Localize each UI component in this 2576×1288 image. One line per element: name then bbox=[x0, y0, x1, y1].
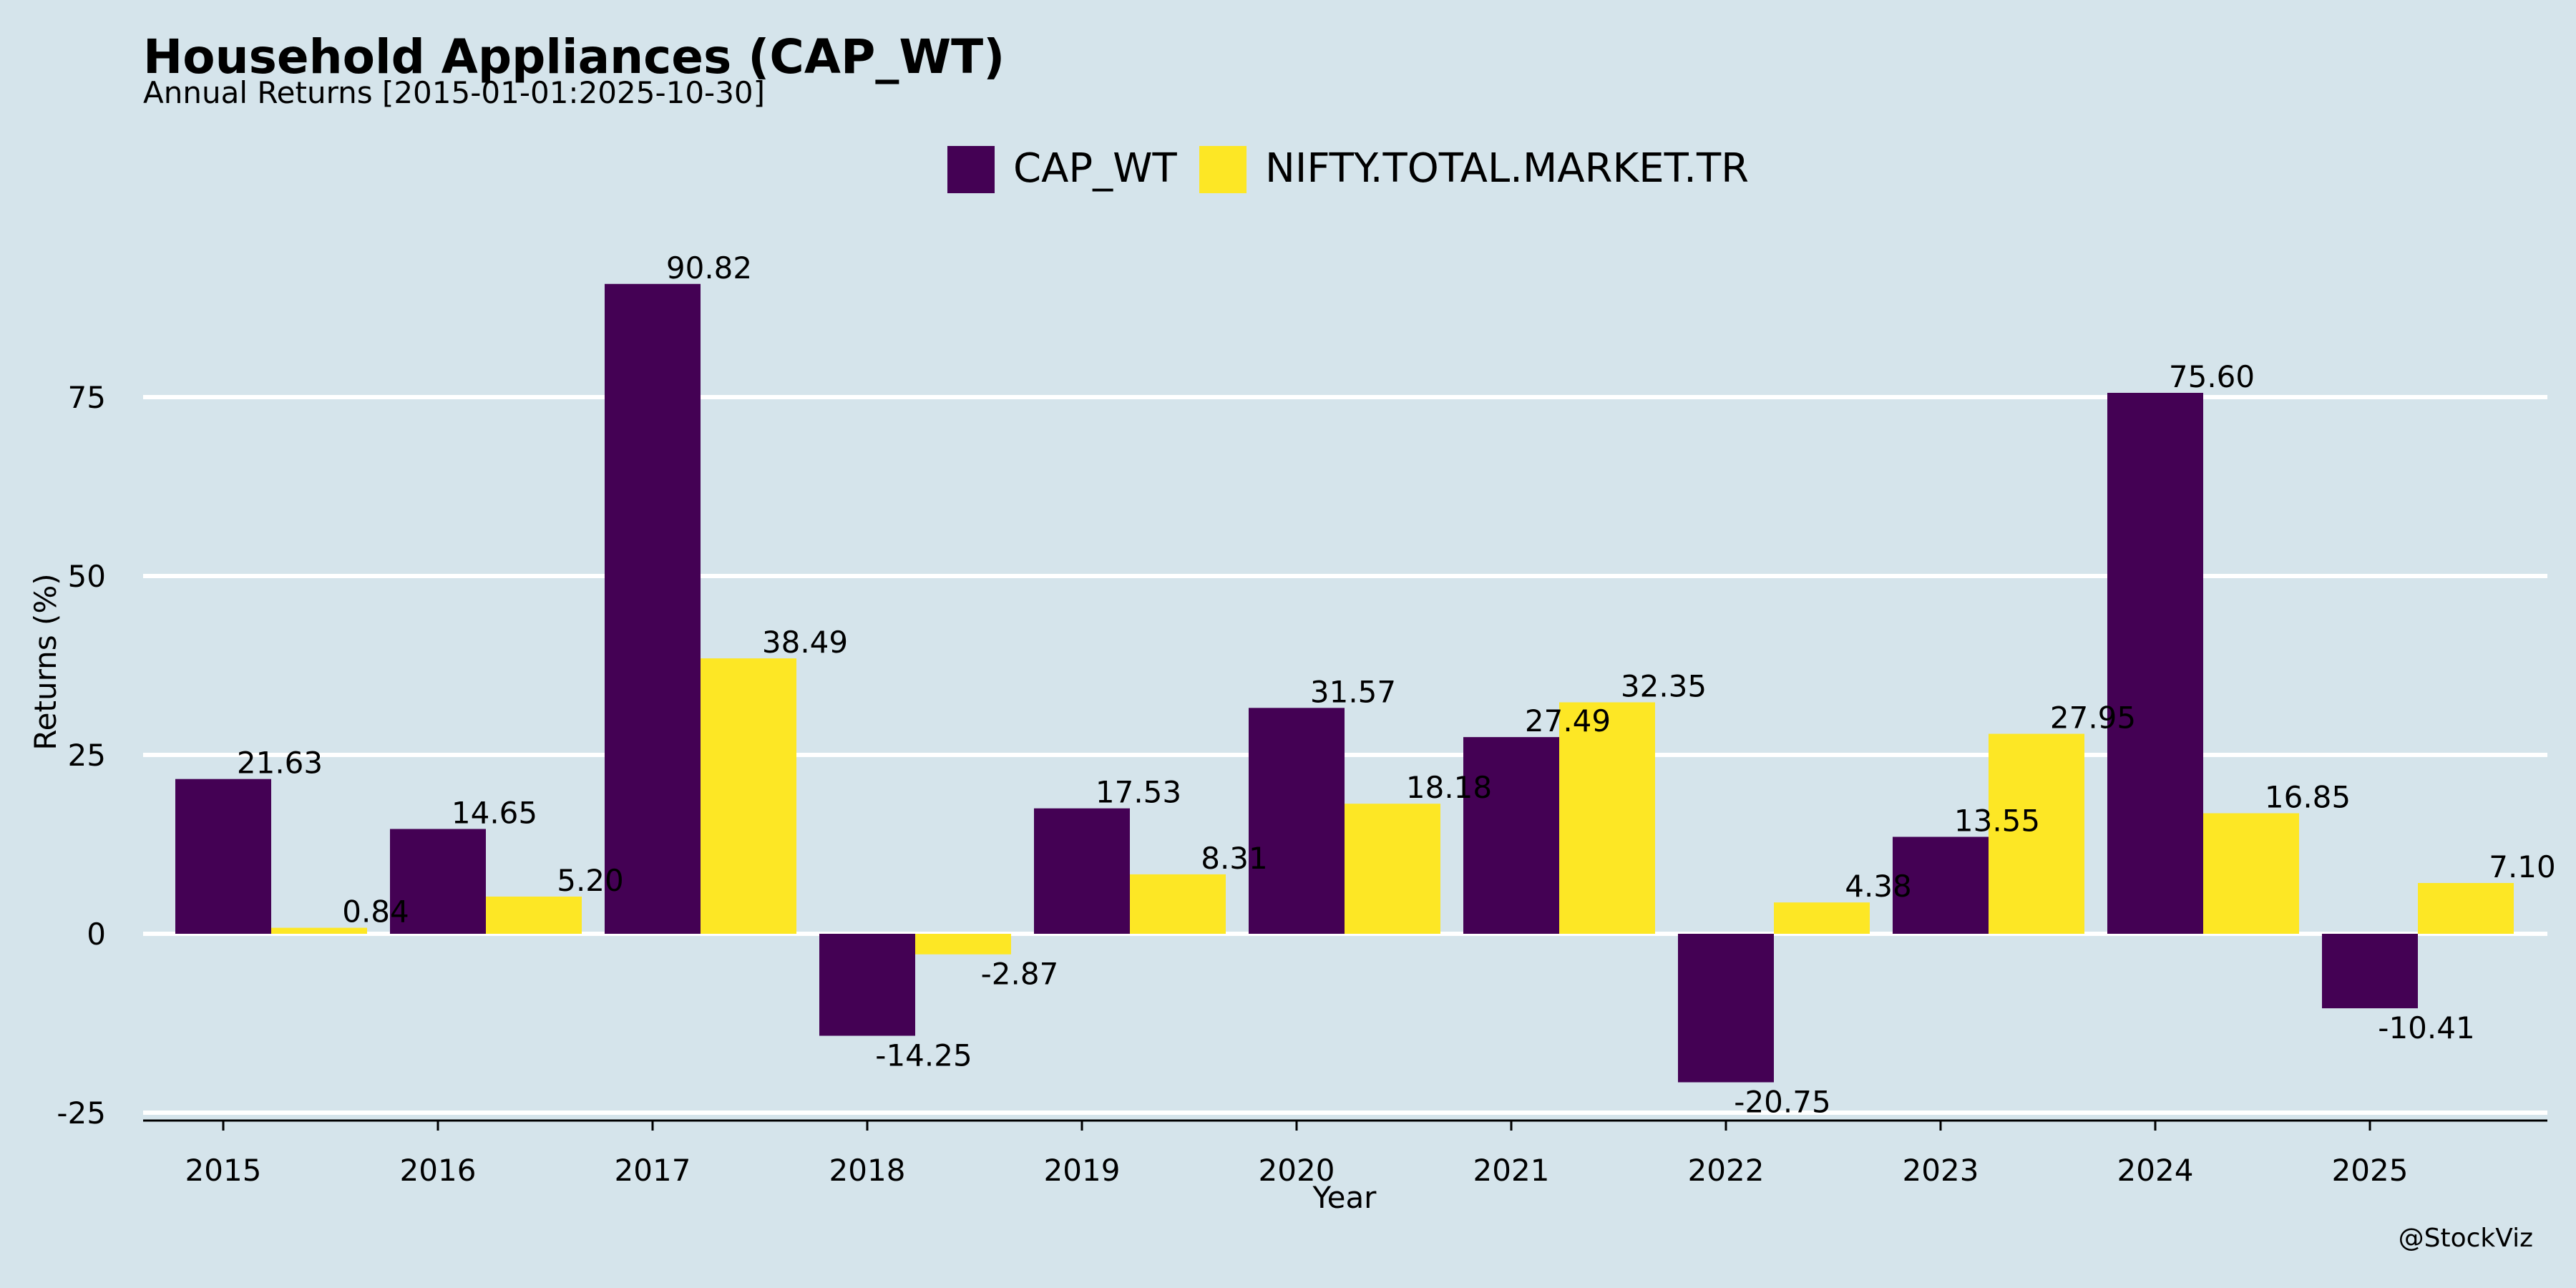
data-label: 17.53 bbox=[1096, 775, 1181, 810]
bar-nifty-2022 bbox=[1774, 902, 1870, 934]
bar-nifty-2021 bbox=[1559, 702, 1655, 934]
x-axis-ticks: 2015 2016 2017 2018 2019 2020 2021 2022 2023 2024… bbox=[185, 1121, 2409, 1188]
x-tick-label: 2022 bbox=[1688, 1153, 1765, 1188]
bar-nifty-2015 bbox=[271, 927, 367, 934]
data-label: 38.49 bbox=[762, 625, 848, 660]
bar-cap-wt-2021 bbox=[1463, 737, 1559, 934]
x-tick-label: 2021 bbox=[1473, 1153, 1550, 1188]
data-label: 21.63 bbox=[237, 746, 323, 781]
y-tick-label: 25 bbox=[68, 738, 106, 773]
data-label: 27.95 bbox=[2050, 701, 2136, 736]
watermark: @StockViz bbox=[2399, 1224, 2533, 1253]
data-label: 18.18 bbox=[1406, 770, 1492, 805]
bar-nifty-2016 bbox=[486, 897, 582, 934]
bar-cap-wt-2023 bbox=[1893, 836, 1989, 934]
x-tick-label: 2015 bbox=[185, 1153, 262, 1188]
data-label: 32.35 bbox=[1621, 669, 1707, 704]
data-label: 0.84 bbox=[342, 894, 409, 930]
bars bbox=[175, 283, 2514, 1083]
data-label: 4.38 bbox=[1845, 869, 1912, 904]
data-label: 7.10 bbox=[2489, 849, 2556, 884]
bar-nifty-2017 bbox=[701, 658, 796, 934]
x-tick-label: 2020 bbox=[1259, 1153, 1335, 1188]
bar-nifty-2025 bbox=[2418, 883, 2514, 934]
x-tick-label: 2016 bbox=[400, 1153, 477, 1188]
data-label: 27.49 bbox=[1525, 703, 1611, 738]
bar-cap-wt-2024 bbox=[2107, 393, 2203, 934]
data-label: -10.41 bbox=[2378, 1010, 2474, 1045]
data-label: 13.55 bbox=[1954, 804, 2040, 839]
data-label: 5.20 bbox=[557, 863, 624, 898]
data-label: -2.87 bbox=[981, 957, 1059, 992]
chart-subtitle: Annual Returns [2015-01-01:2025-10-30] bbox=[143, 75, 765, 110]
data-label: 16.85 bbox=[2265, 780, 2351, 815]
data-labels: 21.63 0.84 14.65 5.20 90.82 38.49 -14.25 -2.87 1… bbox=[237, 250, 2556, 1120]
bar-nifty-2018 bbox=[915, 934, 1011, 955]
bar-cap-wt-2016 bbox=[390, 829, 486, 934]
bar-cap-wt-2020 bbox=[1249, 708, 1345, 934]
legend-label-nifty: NIFTY.TOTAL.MARKET.TR bbox=[1265, 145, 1749, 192]
y-tick-label: 75 bbox=[68, 380, 106, 415]
chart-title: Household Appliances (CAP_WT) bbox=[143, 29, 1005, 84]
x-axis-label: Year bbox=[1312, 1180, 1377, 1215]
data-label: 8.31 bbox=[1201, 841, 1268, 876]
data-label: -14.25 bbox=[875, 1038, 972, 1073]
x-tick-label: 2017 bbox=[615, 1153, 691, 1188]
data-label: 75.60 bbox=[2169, 359, 2255, 394]
data-label: 31.57 bbox=[1310, 674, 1396, 709]
y-axis-ticks: -25 0 25 50 75 bbox=[57, 380, 106, 1131]
bar-cap-wt-2022 bbox=[1678, 934, 1774, 1083]
bar-nifty-2023 bbox=[1989, 733, 2084, 934]
bar-nifty-2019 bbox=[1130, 874, 1226, 934]
y-tick-label: 0 bbox=[87, 917, 106, 952]
y-tick-label: 50 bbox=[68, 559, 106, 594]
legend: CAP_WT NIFTY.TOTAL.MARKET.TR bbox=[947, 145, 1749, 193]
legend-swatch-cap-wt bbox=[947, 146, 995, 193]
y-axis-label: Returns (%) bbox=[28, 573, 63, 750]
data-label: 90.82 bbox=[666, 250, 752, 286]
data-label: 14.65 bbox=[452, 796, 537, 831]
bar-nifty-2024 bbox=[2203, 813, 2299, 934]
bar-cap-wt-2018 bbox=[819, 934, 915, 1036]
bar-cap-wt-2015 bbox=[175, 779, 271, 934]
legend-swatch-nifty bbox=[1199, 146, 1246, 193]
bar-nifty-2020 bbox=[1345, 804, 1440, 934]
bar-cap-wt-2025 bbox=[2322, 934, 2418, 1009]
x-tick-label: 2019 bbox=[1044, 1153, 1121, 1188]
y-tick-label: -25 bbox=[57, 1096, 106, 1131]
data-label: -20.75 bbox=[1734, 1085, 1830, 1120]
x-tick-label: 2025 bbox=[2332, 1153, 2409, 1188]
bar-cap-wt-2019 bbox=[1034, 808, 1130, 934]
bar-cap-wt-2017 bbox=[605, 283, 701, 934]
x-tick-label: 2023 bbox=[1903, 1153, 1979, 1188]
x-tick-label: 2018 bbox=[829, 1153, 906, 1188]
legend-label-cap-wt: CAP_WT bbox=[1013, 145, 1178, 192]
x-tick-label: 2024 bbox=[2117, 1153, 2194, 1188]
